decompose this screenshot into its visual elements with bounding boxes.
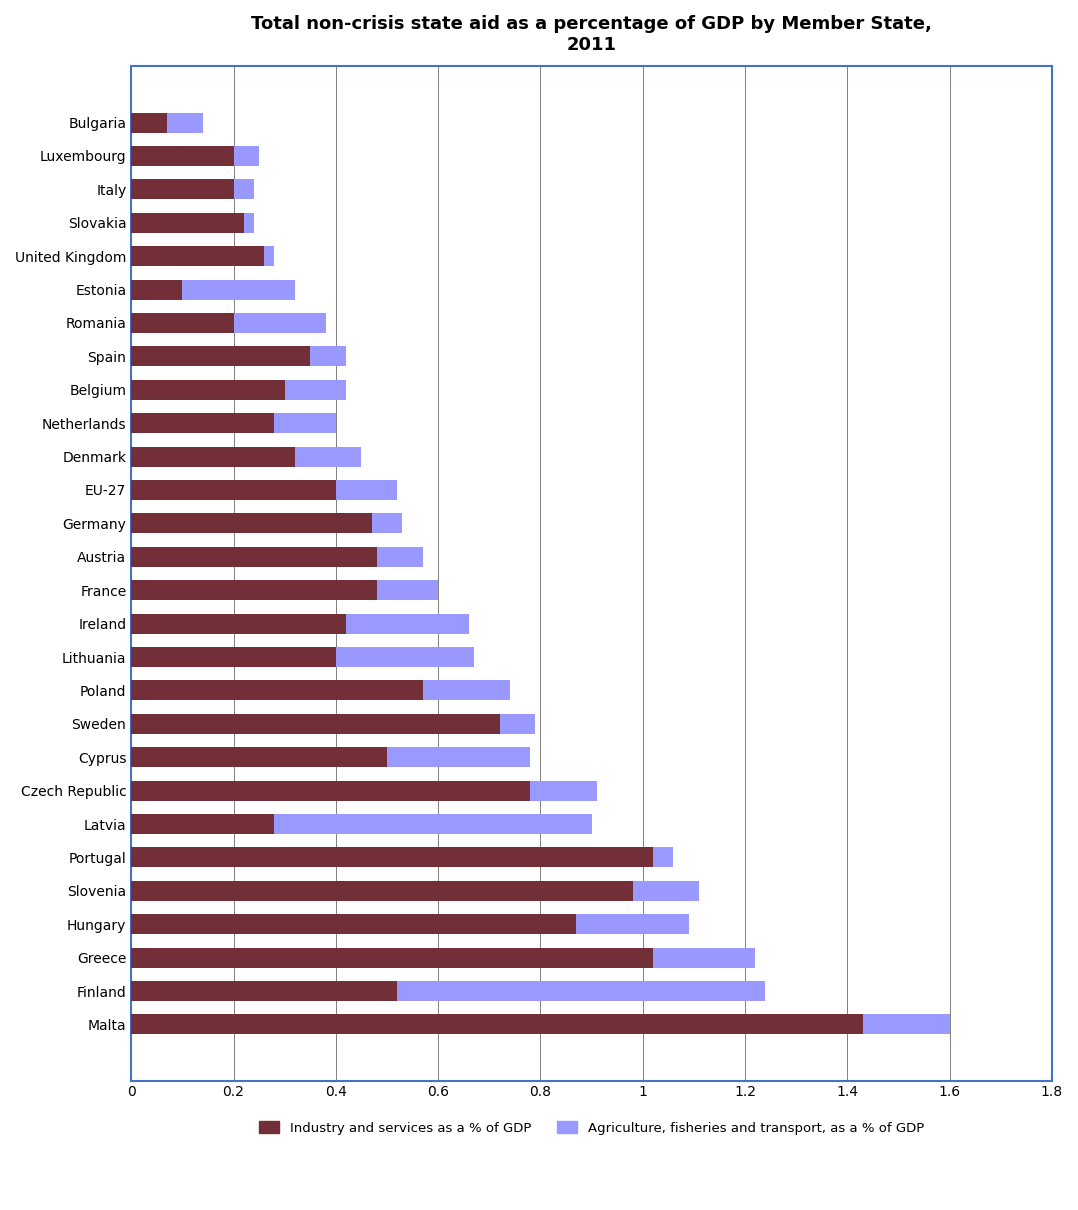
Bar bbox=[132, 947, 653, 968]
Bar bbox=[346, 613, 469, 634]
Bar bbox=[132, 346, 310, 367]
Bar bbox=[336, 647, 474, 667]
Bar bbox=[132, 881, 633, 900]
Legend: Industry and services as a % of GDP, Agriculture, fisheries and transport, as a : Industry and services as a % of GDP, Agr… bbox=[254, 1116, 929, 1140]
Title: Total non-crisis state aid as a percentage of GDP by Member State,
2011: Total non-crisis state aid as a percenta… bbox=[251, 15, 932, 53]
Bar bbox=[132, 380, 285, 399]
Bar bbox=[653, 847, 674, 868]
Bar bbox=[132, 246, 264, 266]
Bar bbox=[132, 915, 577, 934]
Bar bbox=[295, 446, 361, 467]
Bar bbox=[132, 280, 182, 300]
Bar bbox=[132, 113, 167, 133]
Bar bbox=[132, 814, 275, 834]
Bar bbox=[577, 915, 689, 934]
Bar bbox=[387, 748, 530, 767]
Bar bbox=[132, 680, 423, 701]
Bar bbox=[167, 113, 203, 133]
Bar bbox=[132, 613, 346, 634]
Bar bbox=[132, 213, 244, 232]
Bar bbox=[372, 513, 402, 534]
Bar bbox=[633, 881, 699, 900]
Bar bbox=[132, 714, 499, 733]
Bar bbox=[397, 981, 765, 1001]
Bar bbox=[132, 513, 372, 534]
Bar bbox=[376, 580, 438, 600]
Bar bbox=[336, 480, 397, 500]
Bar bbox=[275, 814, 592, 834]
Bar bbox=[862, 1014, 950, 1035]
Bar bbox=[234, 179, 254, 200]
Bar bbox=[132, 413, 275, 433]
Bar bbox=[234, 146, 259, 166]
Bar bbox=[132, 547, 376, 566]
Bar bbox=[132, 146, 234, 166]
Bar bbox=[499, 714, 536, 733]
Bar bbox=[132, 748, 387, 767]
Bar bbox=[132, 446, 295, 467]
Bar bbox=[285, 380, 346, 399]
Bar bbox=[132, 647, 336, 667]
Bar bbox=[132, 179, 234, 200]
Bar bbox=[310, 346, 346, 367]
Bar bbox=[264, 246, 275, 266]
Bar bbox=[132, 480, 336, 500]
Bar bbox=[234, 313, 326, 333]
Bar bbox=[423, 680, 510, 701]
Bar bbox=[132, 847, 653, 868]
Bar bbox=[132, 313, 234, 333]
Bar bbox=[653, 947, 756, 968]
Bar bbox=[376, 547, 423, 566]
Bar bbox=[244, 213, 254, 232]
Bar bbox=[182, 280, 295, 300]
Bar bbox=[132, 780, 530, 801]
Bar bbox=[530, 780, 597, 801]
Bar bbox=[275, 413, 336, 433]
Bar bbox=[132, 981, 397, 1001]
Bar bbox=[132, 580, 376, 600]
Bar bbox=[132, 1014, 862, 1035]
